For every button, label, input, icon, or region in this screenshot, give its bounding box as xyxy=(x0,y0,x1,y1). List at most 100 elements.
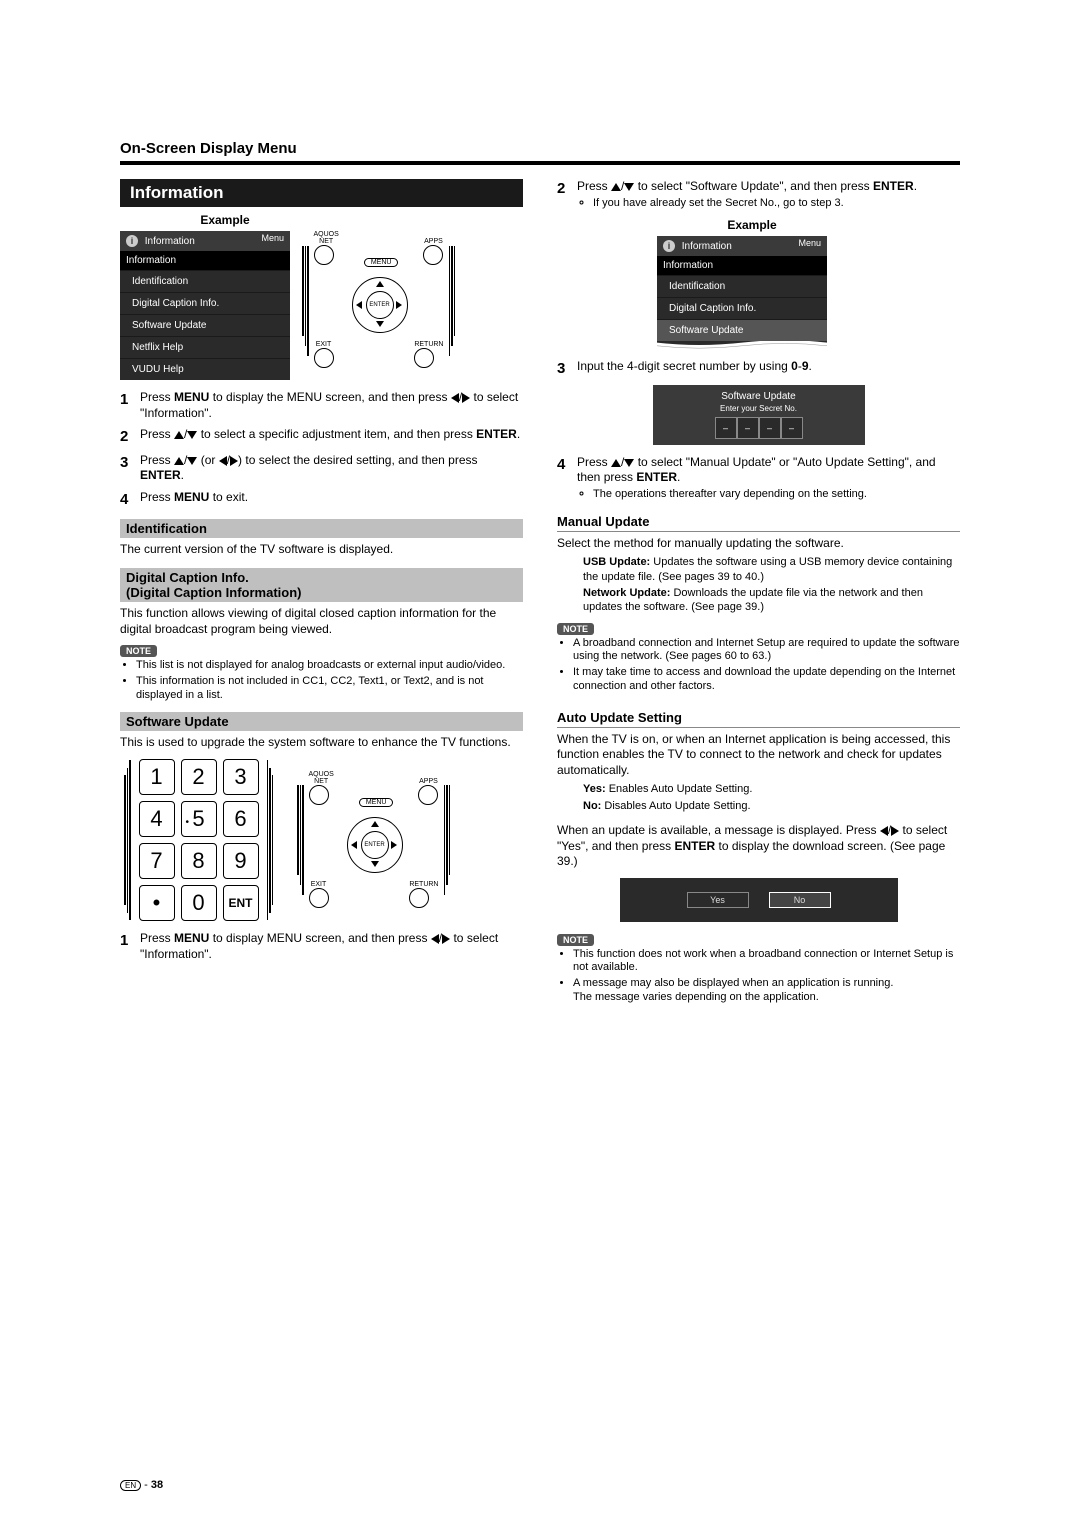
menu-item-selected: Software Update xyxy=(657,319,827,341)
section-heading-information: Information xyxy=(120,179,523,207)
step-text: . xyxy=(517,427,520,441)
step-text: . xyxy=(914,179,917,193)
step-text: to select "Software Update", and then pr… xyxy=(634,179,873,193)
step-2: 2 Press / to select a specific adjustmen… xyxy=(120,427,523,447)
bullet-item: The operations thereafter vary depending… xyxy=(593,488,960,502)
digit-keyword: 0 xyxy=(791,359,798,373)
step-text: Press xyxy=(577,455,611,469)
step-text: to display the MENU screen, and then pre… xyxy=(209,390,450,404)
step-text: Press xyxy=(140,390,174,404)
step-text: Press xyxy=(140,490,174,504)
keypad-key: 5 xyxy=(181,801,217,837)
step-1: 1 Press MENU to display the MENU screen,… xyxy=(120,390,523,421)
body-text: When an update is available, a message i… xyxy=(557,823,880,837)
menu-keyword: MENU xyxy=(174,490,209,504)
osd-menu-example: i Information Menu Information Identific… xyxy=(657,236,827,349)
remote-label-exit: EXIT xyxy=(314,341,334,348)
secret-box: – xyxy=(759,417,781,439)
definition-list: USB Update: Updates the software using a… xyxy=(583,555,960,614)
sub-heading-text: (Digital Caption Information) xyxy=(126,585,301,600)
steps-list-2: 1 Press MENU to display MENU screen, and… xyxy=(120,931,523,962)
step-text: to exit. xyxy=(209,490,248,504)
secret-box: – xyxy=(715,417,737,439)
left-arrow-icon xyxy=(219,456,227,466)
bullet-item: This list is not displayed for analog br… xyxy=(136,659,523,673)
exit-button-icon xyxy=(314,348,334,368)
sub-heading-text: Digital Caption Info. xyxy=(126,570,249,585)
sub-heading-software-update: Software Update xyxy=(120,712,523,731)
keypad-key: 4 xyxy=(139,801,175,837)
remote-label-aquos: AQUOSNET xyxy=(309,771,334,785)
menu-header: i Information Menu xyxy=(657,236,827,256)
menu-items: Identification Digital Caption Info. Sof… xyxy=(120,270,290,380)
right-arrow-icon xyxy=(462,393,470,403)
lang-badge: EN xyxy=(120,1480,141,1491)
step-text: . xyxy=(181,468,184,482)
menu-item: Digital Caption Info. xyxy=(657,297,827,319)
definition-term: USB Update: xyxy=(583,556,650,568)
right-arrow-icon xyxy=(442,934,450,944)
menu-header-text: Information xyxy=(682,241,732,252)
left-arrow-icon xyxy=(880,826,888,836)
down-arrow-icon xyxy=(187,431,197,439)
digit-keyword: 9 xyxy=(802,359,809,373)
right-column: 2 Press / to select "Software Update", a… xyxy=(557,179,960,1007)
step-text: Press xyxy=(577,179,611,193)
keypad-key: 6 xyxy=(223,801,259,837)
step-text: to select a specific adjustment item, an… xyxy=(197,427,476,441)
bullet-item: This function does not work when a broad… xyxy=(573,948,960,976)
step-text: ) to select the desired setting, and the… xyxy=(238,453,477,467)
step-text: . xyxy=(809,359,812,373)
down-arrow-icon xyxy=(187,457,197,465)
menu-header-text: Information xyxy=(145,236,195,247)
apps-button-icon xyxy=(423,245,443,265)
menu-items: Identification Digital Caption Info. Sof… xyxy=(657,275,827,341)
step-3: 3 Press / (or /) to select the desired s… xyxy=(120,453,523,484)
enter-keyword: ENTER xyxy=(873,179,914,193)
dpad-icon: ENTER xyxy=(344,269,414,339)
steps-list-right-2: 3 Input the 4-digit secret number by usi… xyxy=(557,359,960,379)
digital-caption-body: This function allows viewing of digital … xyxy=(120,606,523,637)
menu-item: Identification xyxy=(120,270,290,292)
remote-label-apps: APPS xyxy=(418,778,438,785)
exit-button-icon xyxy=(309,888,329,908)
down-arrow-icon xyxy=(624,459,634,467)
left-arrow-icon xyxy=(431,934,439,944)
menu-header: i Information Menu xyxy=(120,231,290,251)
up-arrow-icon xyxy=(174,457,184,465)
up-arrow-icon xyxy=(611,183,621,191)
menu-keyword: MENU xyxy=(174,931,209,945)
secret-boxes: – – – – xyxy=(659,417,859,439)
enter-button-icon: ENTER xyxy=(361,831,389,859)
step-text: Press xyxy=(140,427,174,441)
step-3: 3 Input the 4-digit secret number by usi… xyxy=(557,359,960,379)
keypad-key-ent: ENT xyxy=(223,885,259,921)
sub-heading-auto-update: Auto Update Setting xyxy=(557,710,960,728)
menu-section-title: Information xyxy=(120,251,290,270)
page-title: On-Screen Display Menu xyxy=(120,140,960,165)
definition-item: USB Update: Updates the software using a… xyxy=(583,555,960,584)
menu-item: Software Update xyxy=(120,314,290,336)
remote-label-aquos: AQUOSNET xyxy=(314,231,339,245)
step-2: 2 Press / to select "Software Update", a… xyxy=(557,179,960,212)
info-icon: i xyxy=(663,240,675,252)
note-badge: NOTE xyxy=(557,934,594,946)
two-column-layout: Information Example i Information Menu I… xyxy=(120,179,960,1007)
step-1: 1 Press MENU to display MENU screen, and… xyxy=(120,931,523,962)
menu-button-icon: MENU xyxy=(364,258,399,267)
remote-label-apps: APPS xyxy=(423,238,443,245)
bullet-item: This information is not included in CC1,… xyxy=(136,675,523,703)
keypad-graphic: 1 2 3 4 5 6 7 8 9 • 0 ENT xyxy=(139,759,259,921)
step-4: 4 Press / to select "Manual Update" or "… xyxy=(557,455,960,504)
apps-button-icon xyxy=(418,785,438,805)
step-text: Input the 4-digit secret number by using xyxy=(577,359,791,373)
remote-graphic: AQUOSNET MENU APPS ENTER EXIT RET xyxy=(297,771,450,910)
steps-list-right-1: 2 Press / to select "Software Update", a… xyxy=(557,179,960,212)
left-arrow-icon xyxy=(451,393,459,403)
definition-item: Yes: Enables Auto Update Setting. xyxy=(583,782,960,796)
secret-number-panel: Software Update Enter your Secret No. – … xyxy=(653,385,865,445)
note-badge: NOTE xyxy=(120,645,157,657)
up-arrow-icon xyxy=(611,459,621,467)
menu-tag: Menu xyxy=(261,233,284,243)
note-bullets: This list is not displayed for analog br… xyxy=(120,659,523,702)
